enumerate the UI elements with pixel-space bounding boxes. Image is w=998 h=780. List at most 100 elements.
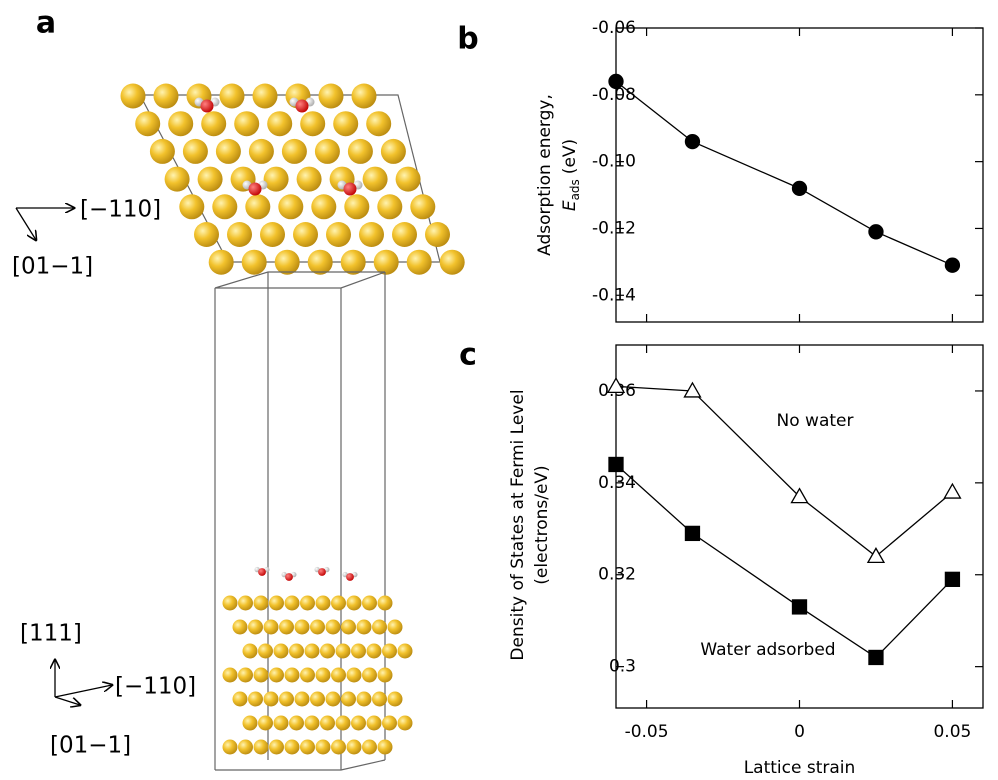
y-axis-label: Eads(eV): [560, 139, 582, 211]
gold-atom: [285, 596, 300, 611]
gold-atom: [238, 668, 253, 683]
y-tick-label: 0.3: [609, 657, 636, 677]
gold-atom: [378, 740, 393, 755]
gold-atom: [289, 644, 304, 659]
gold-atom: [331, 668, 346, 683]
gold-atom: [320, 644, 335, 659]
data-point: [793, 600, 807, 614]
oxygen-atom: [258, 568, 266, 576]
gold-atom: [258, 644, 273, 659]
gold-atom: [341, 692, 356, 707]
gold-atom: [279, 692, 294, 707]
data-point: [945, 572, 959, 586]
gold-atom: [331, 596, 346, 611]
data-point: [685, 135, 699, 149]
gold-atom: [315, 139, 340, 164]
figure: a b c [−110] [01−1] [111] [−110] [01−1] …: [0, 0, 998, 780]
direction-label: [−110]: [80, 197, 161, 223]
gold-atom: [243, 644, 258, 659]
gold-atom: [336, 716, 351, 731]
gold-atom: [359, 222, 384, 247]
direction-label: [−110]: [115, 674, 196, 700]
gold-atom: [407, 250, 432, 275]
gold-atom: [245, 194, 270, 219]
gold-atom: [254, 596, 269, 611]
gold-atom: [238, 596, 253, 611]
gold-atom: [310, 620, 325, 635]
oxygen-atom: [201, 100, 214, 113]
gold-atom: [344, 194, 369, 219]
gold-atom: [316, 596, 331, 611]
gold-atom: [351, 644, 366, 659]
oxygen-atom: [296, 100, 309, 113]
gold-atom: [347, 596, 362, 611]
gold-atom: [220, 84, 245, 109]
gold-atom: [227, 222, 252, 247]
data-point: [869, 650, 883, 664]
x-axis-label: Lattice strain: [744, 758, 856, 778]
gold-atom: [326, 692, 341, 707]
data-point: [793, 181, 807, 195]
gold-atom: [295, 620, 310, 635]
gold-atom: [121, 84, 146, 109]
data-point: [685, 526, 699, 540]
gold-atom: [233, 620, 248, 635]
gold-atom: [374, 250, 399, 275]
panel-label: c: [459, 338, 477, 373]
gold-atom: [267, 111, 292, 136]
gold-atom: [347, 740, 362, 755]
gold-atom: [194, 222, 219, 247]
gold-atom: [316, 668, 331, 683]
gold-atom: [362, 668, 377, 683]
gold-atom: [165, 167, 190, 192]
x-tick-label: -0.05: [625, 722, 669, 742]
gold-atom: [234, 111, 259, 136]
gold-atom: [233, 692, 248, 707]
gold-atom: [300, 596, 315, 611]
data-point: [609, 457, 623, 471]
gold-atom: [297, 167, 322, 192]
gold-atom: [154, 84, 179, 109]
gold-atom: [326, 620, 341, 635]
gold-atom: [311, 194, 336, 219]
gold-atom: [392, 222, 417, 247]
arrow: [55, 685, 112, 697]
gold-atom: [320, 716, 335, 731]
gold-atom: [300, 111, 325, 136]
gold-atom: [269, 668, 284, 683]
gold-atom: [243, 716, 258, 731]
y-tick-label: -0.14: [592, 285, 636, 305]
gold-atom: [248, 692, 263, 707]
direction-label: [111]: [20, 621, 82, 647]
gold-atom: [382, 644, 397, 659]
y-tick-label: -0.06: [592, 18, 636, 38]
y-tick-label: 0.34: [598, 473, 636, 493]
gold-atom: [367, 644, 382, 659]
y-axis-label: Density of States at Fermi Level: [508, 389, 528, 660]
gold-atom: [367, 716, 382, 731]
arrow: [16, 208, 36, 240]
gold-atom: [260, 222, 285, 247]
data-point: [609, 74, 623, 88]
gold-atom: [310, 692, 325, 707]
page: a b c [−110] [01−1] [111] [−110] [01−1] …: [0, 0, 998, 780]
gold-atom: [238, 740, 253, 755]
y-tick-label: 0.32: [598, 565, 636, 585]
series-line: [616, 464, 952, 657]
gold-atom: [216, 139, 241, 164]
gold-atom: [425, 222, 450, 247]
gold-atom: [341, 620, 356, 635]
gold-atom: [362, 740, 377, 755]
y-axis-label: Adsorption energy,: [535, 94, 555, 256]
gold-atom: [378, 596, 393, 611]
gold-atom: [326, 222, 351, 247]
gold-atom: [254, 668, 269, 683]
gold-atom: [279, 620, 294, 635]
gold-atom: [357, 620, 372, 635]
data-point: [868, 548, 884, 562]
data-point: [684, 383, 700, 397]
data-point: [944, 484, 960, 498]
gold-atom: [135, 111, 160, 136]
gold-atom: [382, 716, 397, 731]
oxygen-atom: [344, 183, 357, 196]
